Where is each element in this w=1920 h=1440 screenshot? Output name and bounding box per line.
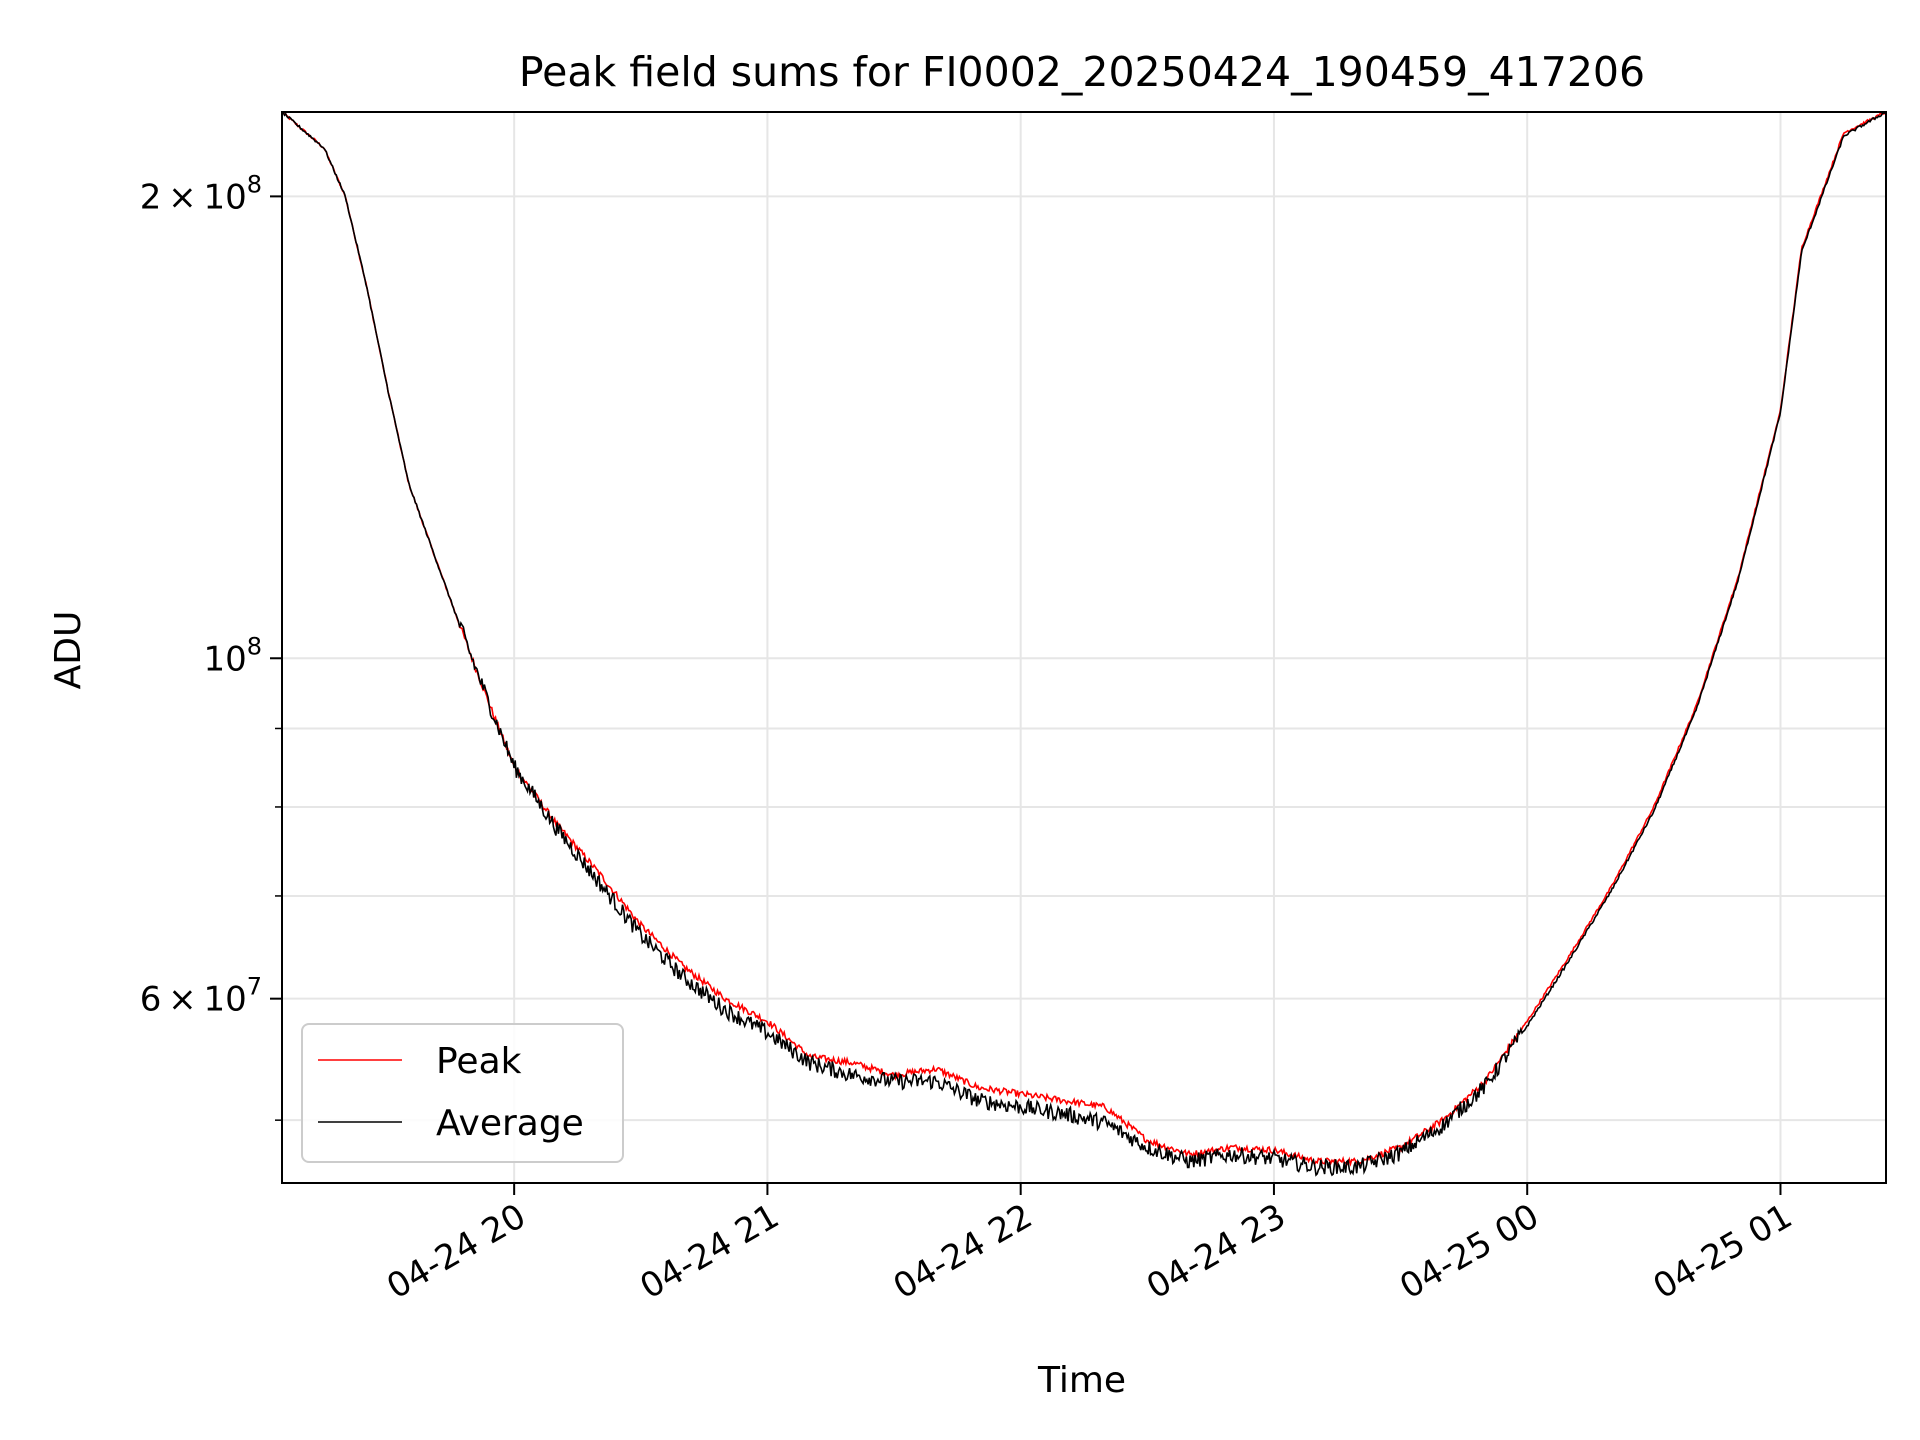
legend: Peak Average — [301, 1023, 624, 1163]
series-line-average — [282, 112, 1886, 1177]
y-tick-label: 2 × 108 — [140, 170, 262, 217]
y-axis: 6 × 107 108 2 × 108 — [140, 170, 282, 1121]
y-tick-label: 6 × 107 — [140, 973, 262, 1020]
y-tick-label: 108 — [203, 632, 262, 679]
x-axis-label: Time — [1037, 1360, 1126, 1401]
y-axis-label: ADU — [48, 611, 89, 690]
series-layer — [282, 112, 1886, 1177]
chart-title: Peak field sums for FI0002_20250424_1904… — [519, 48, 1645, 96]
legend-box — [301, 1023, 624, 1163]
legend-label-average: Average — [436, 1103, 584, 1144]
grid — [282, 112, 1886, 1183]
plot-frame — [281, 111, 1887, 1184]
legend-label-peak: Peak — [436, 1041, 522, 1082]
